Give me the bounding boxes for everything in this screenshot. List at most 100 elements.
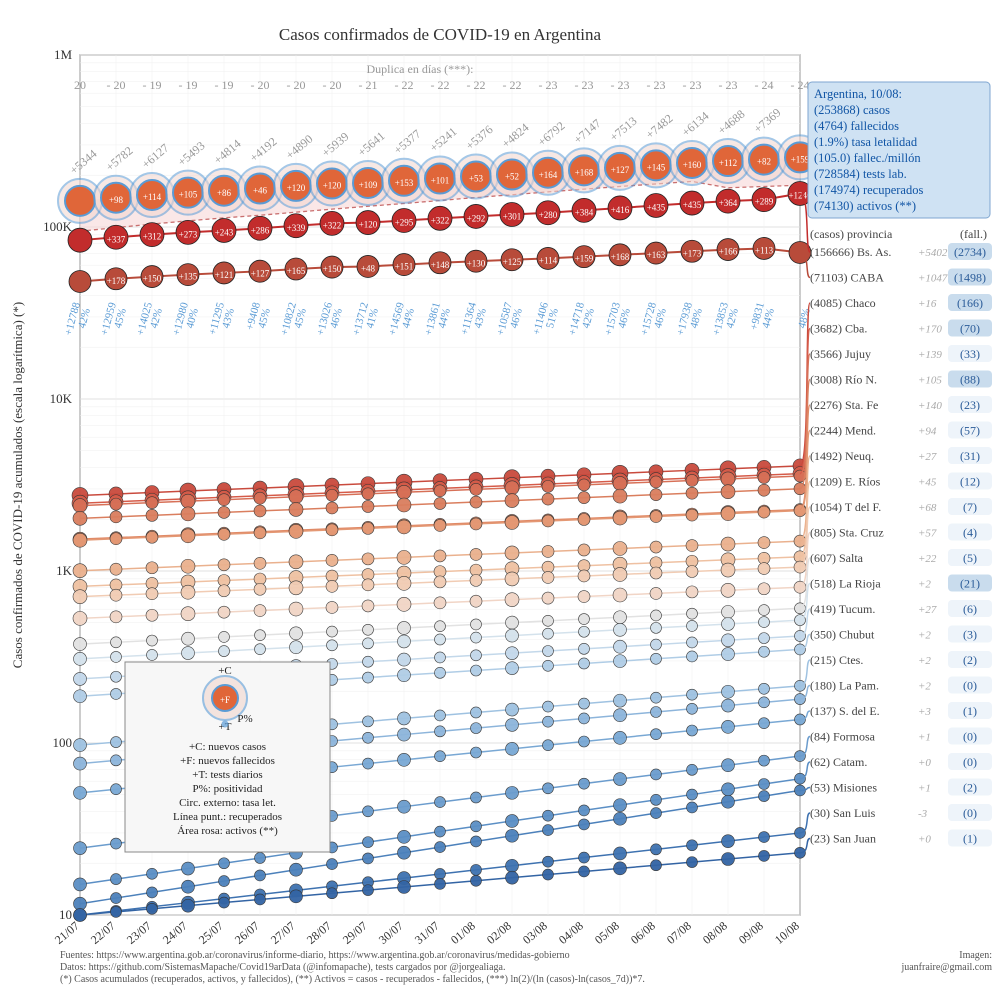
svg-text:+4814: +4814	[211, 137, 244, 168]
svg-text:Imagen:: Imagen:	[959, 950, 992, 961]
svg-text:- 20: - 20	[323, 78, 342, 92]
svg-text:29/07: 29/07	[340, 919, 370, 947]
svg-text:- 23: - 23	[539, 78, 558, 92]
svg-text:(23): (23)	[960, 398, 980, 412]
svg-text:+135: +135	[179, 272, 198, 282]
svg-text:(4764) fallecidos: (4764) fallecidos	[814, 119, 899, 133]
svg-text:+165: +165	[287, 266, 306, 276]
svg-text:05/08: 05/08	[592, 919, 622, 947]
svg-text:+5377: +5377	[391, 127, 424, 158]
svg-text:+178: +178	[107, 276, 126, 286]
svg-text:P%: P%	[237, 713, 252, 725]
svg-text:+5782: +5782	[103, 143, 136, 174]
svg-text:(3566) Jujuy: (3566) Jujuy	[810, 347, 871, 361]
svg-text:(350) Chubut: (350) Chubut	[810, 628, 875, 642]
svg-text:+364: +364	[719, 198, 738, 208]
svg-text:- 24: - 24	[755, 78, 774, 92]
svg-text:28/07: 28/07	[304, 919, 334, 947]
svg-text:+48: +48	[361, 264, 376, 274]
svg-text:08/08: 08/08	[700, 919, 730, 947]
svg-text:+1047: +1047	[918, 273, 948, 285]
svg-text:+F: +F	[220, 695, 230, 705]
svg-text:(1): (1)	[963, 832, 977, 846]
svg-text:+46: +46	[253, 186, 268, 196]
svg-text:+435: +435	[647, 203, 666, 213]
svg-text:100K: 100K	[43, 219, 73, 234]
svg-text:+384: +384	[575, 207, 594, 217]
svg-text:06/08: 06/08	[628, 919, 658, 947]
svg-text:(12): (12)	[960, 475, 980, 489]
svg-text:+301: +301	[503, 212, 522, 222]
svg-text:+5376: +5376	[463, 122, 496, 153]
svg-text:+2: +2	[918, 681, 931, 693]
svg-text:(1): (1)	[963, 704, 977, 718]
svg-text:+114: +114	[143, 192, 162, 202]
svg-text:(105.0) fallec./millón: (105.0) fallec./millón	[814, 151, 921, 165]
svg-text:+150: +150	[323, 264, 342, 274]
svg-text:27/07: 27/07	[268, 919, 298, 947]
svg-text:24/07: 24/07	[160, 919, 190, 947]
svg-text:(2734): (2734)	[954, 245, 986, 259]
svg-text:+160: +160	[683, 160, 702, 170]
svg-text:+5493: +5493	[175, 138, 208, 169]
svg-text:-3: -3	[918, 808, 928, 820]
svg-text:(0): (0)	[963, 730, 977, 744]
svg-text:+148: +148	[431, 260, 450, 270]
svg-text:20: 20	[74, 78, 86, 92]
svg-text:(0): (0)	[963, 755, 977, 769]
svg-text:+7513: +7513	[607, 114, 640, 145]
svg-text:+289: +289	[755, 197, 774, 207]
svg-text:+6134: +6134	[679, 109, 712, 140]
svg-text:+109: +109	[359, 180, 378, 190]
svg-text:- 24: - 24	[791, 78, 810, 92]
svg-text:Argentina, 10/08:: Argentina, 10/08:	[814, 87, 902, 101]
svg-text:Casos confirmados de COVID-19: Casos confirmados de COVID-19 en Argenti…	[279, 25, 602, 44]
svg-text:+94: +94	[918, 426, 937, 438]
svg-text:+139: +139	[918, 349, 942, 361]
svg-text:+292: +292	[467, 213, 486, 223]
svg-text:+159: +159	[791, 154, 810, 164]
svg-text:+113: +113	[755, 245, 774, 255]
svg-text:+243: +243	[215, 228, 234, 238]
svg-text:(1498): (1498)	[954, 271, 986, 285]
svg-text:(62) Catam.: (62) Catam.	[810, 755, 867, 769]
svg-text:(57): (57)	[960, 424, 980, 438]
svg-text:+273: +273	[179, 229, 198, 239]
svg-text:+170: +170	[918, 324, 942, 336]
svg-text:+68: +68	[918, 502, 937, 514]
svg-text:(21): (21)	[960, 577, 980, 591]
svg-text:+86: +86	[217, 188, 232, 198]
svg-text:+1: +1	[918, 783, 931, 795]
svg-text:+5939: +5939	[319, 129, 352, 160]
svg-text:(137) S. del E.: (137) S. del E.	[810, 704, 880, 718]
svg-text:+57: +57	[918, 528, 937, 540]
svg-text:+163: +163	[647, 250, 666, 260]
svg-text:+168: +168	[611, 252, 630, 262]
svg-text:+0: +0	[918, 757, 931, 769]
svg-text:(88): (88)	[960, 373, 980, 387]
svg-text:+127: +127	[611, 165, 630, 175]
svg-text:(1492) Neuq.: (1492) Neuq.	[810, 449, 874, 463]
svg-text:(2276) Sta. Fe: (2276) Sta. Fe	[810, 398, 878, 412]
svg-text:(31): (31)	[960, 449, 980, 463]
svg-text:31/07: 31/07	[412, 919, 442, 947]
svg-text:+C: +C	[218, 665, 232, 677]
svg-text:(23) San Juan: (23) San Juan	[810, 832, 876, 846]
svg-text:- 19: - 19	[179, 78, 198, 92]
svg-text:(1054) T del F.: (1054) T del F.	[810, 500, 881, 514]
svg-text:- 19: - 19	[143, 78, 162, 92]
svg-text:21/07: 21/07	[52, 919, 82, 947]
svg-text:Fuentes: https://www.argentina: Fuentes: https://www.argentina.gob.ar/co…	[60, 950, 570, 961]
svg-text:- 21: - 21	[359, 78, 378, 92]
svg-text:+0: +0	[918, 834, 931, 846]
svg-text:+120: +120	[323, 181, 342, 191]
svg-text:01/08: 01/08	[448, 919, 478, 947]
svg-text:07/08: 07/08	[664, 919, 694, 947]
svg-text:+2: +2	[918, 655, 931, 667]
svg-text:(166): (166)	[957, 296, 983, 310]
svg-text:(30) San Luis: (30) San Luis	[810, 806, 876, 820]
svg-text:23/07: 23/07	[124, 919, 154, 947]
svg-text:(53) Misiones: (53) Misiones	[810, 781, 877, 795]
svg-text:(2): (2)	[963, 653, 977, 667]
svg-text:(fall.): (fall.)	[960, 227, 987, 241]
